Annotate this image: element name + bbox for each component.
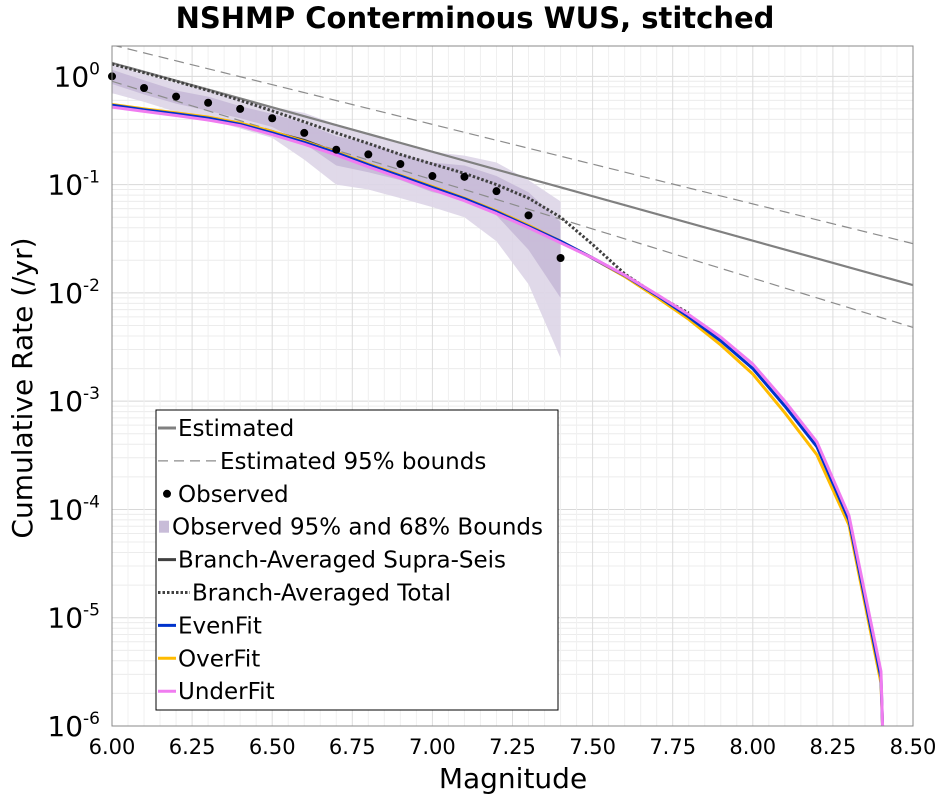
- observed-point: [140, 84, 149, 93]
- legend-label: UnderFit: [178, 679, 275, 705]
- legend-item: Estimated: [158, 416, 294, 442]
- observed-point: [364, 150, 373, 159]
- observed-68-band: [112, 69, 561, 298]
- legend-label: Observed: [178, 482, 289, 508]
- plot-area-frame: [111, 45, 914, 727]
- legend-item: Branch-Averaged Supra-Seis: [158, 548, 506, 574]
- x-tick-label: 7.00: [409, 735, 456, 759]
- y-tick-label: 10-5: [47, 601, 100, 635]
- legend-label: EvenFit: [178, 613, 262, 639]
- x-tick-label: 7.25: [489, 735, 536, 759]
- series-line-estimated_upper: [113, 46, 913, 245]
- observed-point: [524, 211, 533, 220]
- observed-point: [300, 128, 309, 137]
- y-axis-label: Cumulative Rate (/yr): [6, 237, 39, 538]
- legend-item: Observed 95% and 68% Bounds: [159, 515, 543, 541]
- series-line-underfit: [112, 105, 885, 726]
- series-line-estimated_lower: [112, 80, 913, 328]
- x-axis-label: Magnitude: [439, 762, 587, 795]
- observed-point: [204, 98, 213, 107]
- legend-swatch: [159, 520, 169, 533]
- observed-point: [428, 172, 437, 181]
- observed-point: [268, 114, 277, 123]
- observed-bounds-layer: [112, 63, 561, 359]
- y-tick-label: 10-1: [47, 168, 100, 202]
- legend: Estimated Estimated 95% bounds Observed Obs…: [155, 409, 559, 711]
- legend-swatch: [163, 489, 171, 498]
- series-line-estimated: [112, 61, 913, 287]
- legend-label: OverFit: [178, 646, 260, 672]
- observed-point: [556, 253, 565, 262]
- observed-point: [396, 159, 405, 168]
- observed-point: [172, 92, 181, 101]
- legend-label: Estimated 95% bounds: [220, 449, 486, 475]
- series-layer: [112, 46, 913, 726]
- x-tick-label: 7.50: [569, 735, 616, 759]
- legend-label: Estimated: [178, 416, 294, 442]
- observed-points-layer: [108, 72, 565, 262]
- legend-item: Branch-Averaged Total: [158, 581, 451, 607]
- x-tick-label: 7.75: [649, 735, 696, 759]
- x-tick-label: 6.50: [249, 735, 296, 759]
- chart-title: NSHMP Conterminous WUS, stitched: [176, 1, 775, 35]
- x-tick-labels: 6.00 6.25 6.50 6.75 7.00 7.25 7.50 7.75 8.00 8.25…: [89, 735, 937, 759]
- legend-item: Observed: [163, 482, 289, 508]
- observed-point: [460, 172, 469, 181]
- x-tick-label: 6.75: [329, 735, 376, 759]
- y-tick-label: 10-2: [47, 276, 100, 310]
- legend-item: OverFit: [158, 646, 260, 672]
- y-tick-label: 10-4: [47, 492, 100, 526]
- y-tick-labels: 10-6 10-5 10-4 10-3 10-2 10-1 100: [47, 59, 100, 743]
- observed-point: [492, 187, 501, 196]
- observed-point: [332, 145, 341, 154]
- legend-label: Branch-Averaged Supra-Seis: [178, 548, 506, 574]
- legend-item: UnderFit: [158, 679, 275, 705]
- y-tick-label: 100: [54, 59, 100, 93]
- x-tick-label: 8.00: [729, 735, 776, 759]
- legend-item: EvenFit: [158, 613, 262, 639]
- legend-item: Estimated 95% bounds: [158, 449, 486, 475]
- legend-box: [155, 409, 559, 711]
- legend-label: Branch-Averaged Total: [192, 581, 451, 607]
- x-tick-label: 8.25: [810, 735, 857, 759]
- y-tick-label: 10-6: [47, 709, 100, 743]
- series-line-branch_averaged_total: [112, 62, 690, 315]
- y-tick-label: 10-3: [47, 384, 100, 418]
- observed-point: [236, 104, 245, 113]
- legend-label: Observed 95% and 68% Bounds: [172, 515, 543, 541]
- x-tick-label: 8.50: [890, 735, 937, 759]
- x-tick-label: 6.25: [169, 735, 216, 759]
- x-tick-label: 6.00: [89, 735, 136, 759]
